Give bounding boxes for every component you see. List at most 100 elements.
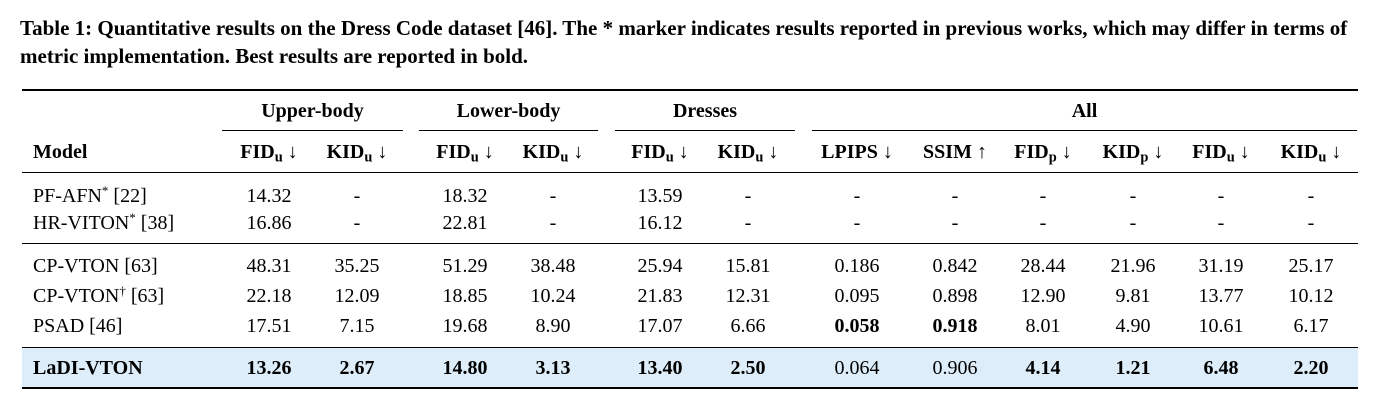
cell: -: [353, 212, 361, 234]
arrow: ↓: [573, 141, 584, 163]
cell: -: [549, 185, 557, 207]
superscript: *: [129, 209, 136, 225]
column-header: KIDp ↓: [1102, 141, 1164, 165]
rule: [222, 130, 403, 131]
cell: 22.18: [246, 285, 292, 307]
cell: 6.17: [1293, 315, 1329, 337]
arrow: ↓: [882, 141, 893, 163]
column-header: KIDu ↓: [717, 141, 779, 165]
name: LaDI-VTON: [33, 357, 143, 379]
column-header: KIDu ↓: [326, 141, 388, 165]
column-header: FIDu ↓: [240, 142, 297, 165]
model-name: PF-AFN* [22]: [33, 184, 147, 207]
cell: 0.918: [932, 315, 978, 337]
name: PF-AFN: [33, 185, 102, 207]
cell: 13.40: [637, 357, 683, 379]
superscript: †: [119, 282, 126, 298]
arrow: ↓: [1331, 141, 1342, 163]
subscript: u: [1226, 149, 1235, 166]
cell: 22.81: [442, 212, 488, 234]
group-header: All: [1071, 100, 1098, 122]
group-header: Dresses: [672, 100, 738, 122]
metric: SSIM: [923, 141, 972, 163]
cell: 19.68: [442, 315, 488, 337]
metric: FID: [436, 141, 471, 163]
model-name: CP-VTON† [63]: [33, 282, 164, 306]
cell: 18.85: [442, 285, 488, 307]
cell: 4.14: [1025, 357, 1061, 379]
name: HR-VITON: [33, 212, 130, 234]
metric: KID: [326, 141, 365, 163]
rule: [22, 347, 1358, 348]
cell: -: [549, 212, 557, 234]
cell: -: [353, 185, 361, 207]
arrow: ↓: [1153, 141, 1164, 163]
cell: -: [951, 185, 959, 207]
cell: -: [1217, 212, 1225, 234]
cell: 25.17: [1288, 255, 1334, 277]
subscript: u: [470, 149, 479, 166]
cell: 18.32: [442, 185, 488, 207]
rule: [615, 130, 795, 131]
row-highlight: [22, 348, 1358, 388]
column-header: KIDu ↓: [523, 141, 584, 165]
cell: 0.058: [834, 315, 880, 337]
cell: 1.21: [1115, 357, 1151, 379]
column-header: KIDu ↓: [1281, 141, 1342, 165]
metric: KID: [717, 141, 756, 163]
cell: -: [853, 185, 861, 207]
arrow: ↓: [678, 141, 689, 163]
cell: 25.94: [637, 255, 683, 277]
cell: 28.44: [1020, 255, 1066, 277]
metric: KID: [1102, 141, 1141, 163]
reference: [46]: [89, 315, 123, 337]
cell: 12.31: [725, 285, 771, 307]
rule: [22, 387, 1358, 389]
model-name: HR-VITON* [38]: [33, 209, 174, 234]
cell: -: [1129, 212, 1137, 234]
column-header: FIDp ↓: [1014, 141, 1071, 165]
cell: 10.61: [1198, 315, 1244, 337]
group-header: Lower-body: [456, 100, 561, 122]
caption: Table 1: Quantitative results on the Dre…: [20, 16, 1348, 68]
subscript: u: [665, 149, 674, 166]
column-header: SSIM ↑: [923, 142, 987, 162]
cell: 0.906: [932, 357, 978, 379]
cell: 17.51: [246, 315, 292, 337]
metric: FID: [1014, 141, 1049, 163]
metric: LPIPS: [821, 141, 878, 163]
arrow: ↓: [377, 141, 388, 163]
cell: 17.07: [637, 315, 683, 337]
subscript: p: [1140, 149, 1149, 166]
rule: [22, 89, 1358, 91]
cell: -: [1307, 212, 1315, 234]
rule: [812, 130, 1357, 131]
subscript: u: [560, 149, 569, 166]
name: CP-VTON: [33, 255, 120, 277]
model-name: CP-VTON [63]: [33, 256, 158, 276]
cell: 10.12: [1288, 285, 1334, 307]
cell: 14.80: [442, 357, 488, 379]
cell: 51.29: [442, 255, 488, 277]
cell: 6.48: [1203, 357, 1239, 379]
cell: 35.25: [334, 255, 380, 277]
cell: 2.20: [1293, 357, 1329, 379]
column-header: FIDu ↓: [436, 141, 494, 165]
cell: -: [1039, 185, 1047, 207]
cell: 0.186: [834, 255, 880, 277]
arrow: ↓: [483, 141, 494, 163]
cell: -: [1307, 185, 1315, 207]
column-header: Model: [33, 141, 88, 163]
cell: 6.66: [730, 315, 766, 337]
cell: 13.77: [1198, 285, 1244, 307]
cell: -: [951, 212, 959, 234]
cell: 0.898: [932, 285, 978, 307]
cell: 2.67: [339, 357, 375, 379]
cell: 21.96: [1110, 255, 1156, 277]
cell: 7.15: [339, 315, 375, 337]
model-name: PSAD [46]: [33, 316, 122, 336]
cell: 12.09: [334, 285, 380, 307]
subscript: u: [274, 149, 283, 166]
cell: 0.064: [834, 357, 880, 379]
